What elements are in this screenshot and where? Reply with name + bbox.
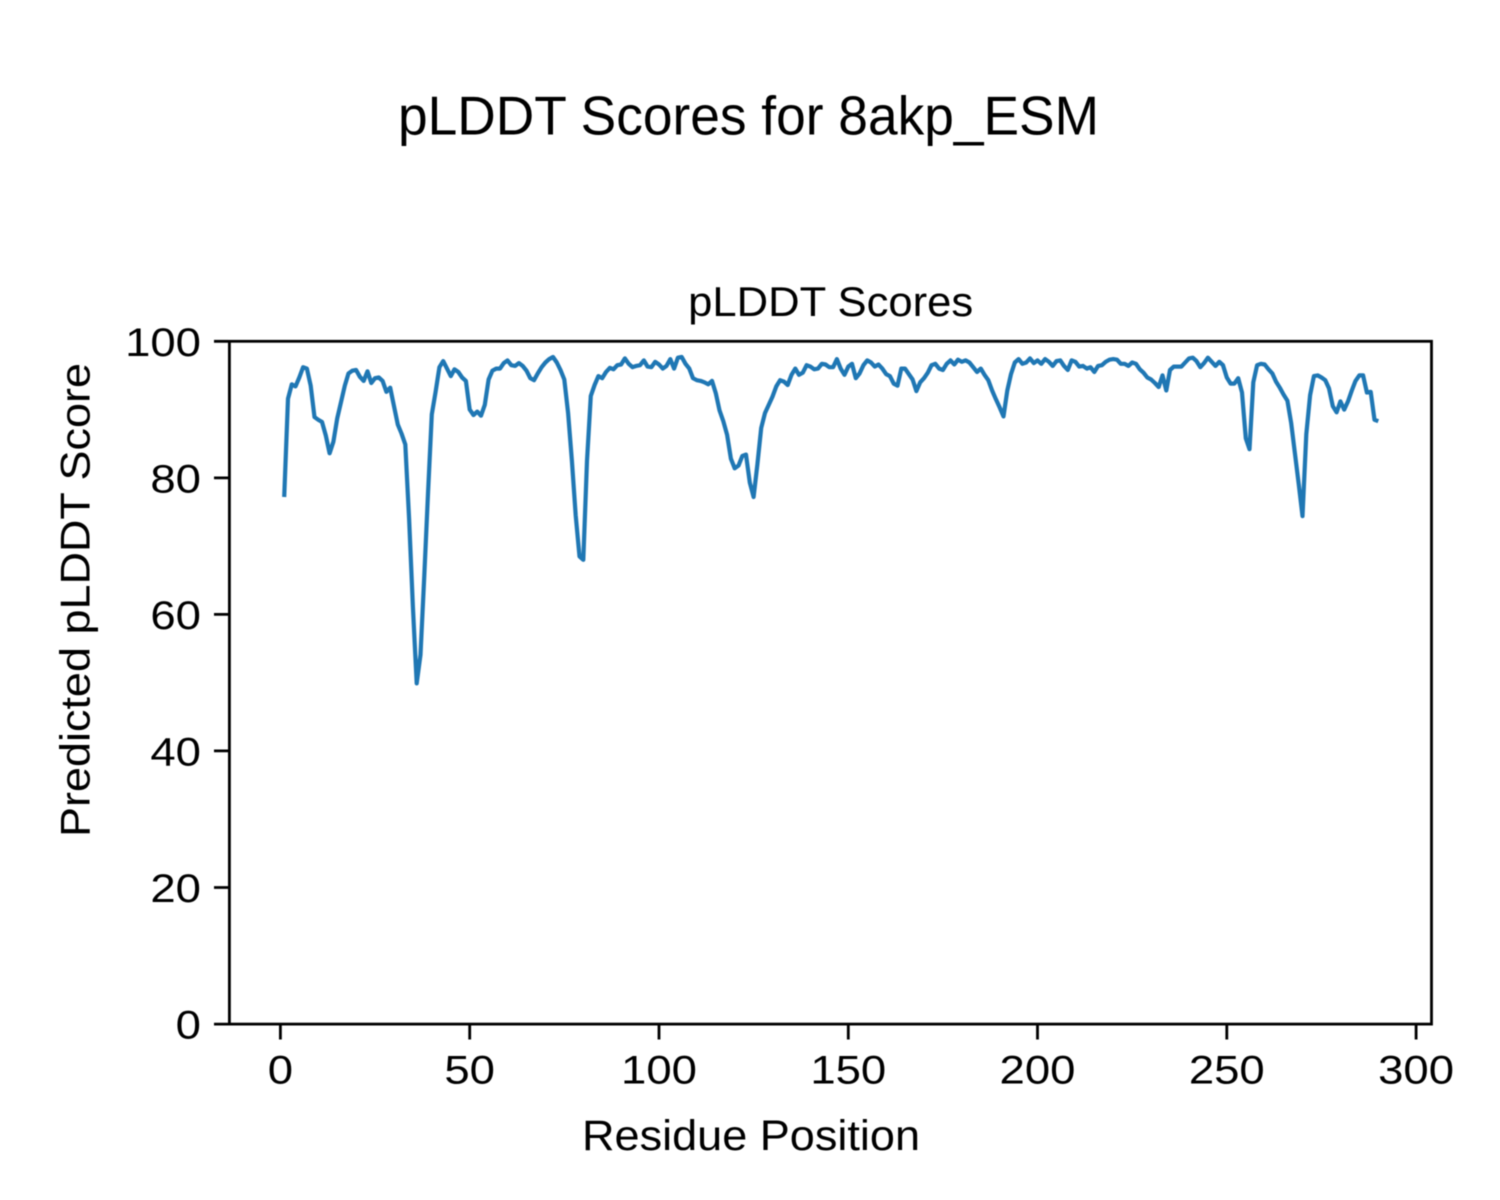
svg-text:0: 0 (268, 1048, 293, 1092)
svg-text:100: 100 (621, 1048, 697, 1092)
svg-text:Residue Position: Residue Position (582, 1112, 920, 1160)
svg-text:0: 0 (176, 1004, 201, 1048)
svg-text:100: 100 (125, 321, 201, 365)
svg-text:300: 300 (1378, 1048, 1454, 1092)
svg-text:Predicted pLDDT Score: Predicted pLDDT Score (52, 363, 99, 837)
svg-text:pLDDT Scores: pLDDT Scores (688, 278, 973, 325)
svg-text:250: 250 (1189, 1048, 1265, 1092)
svg-text:60: 60 (150, 594, 201, 638)
svg-text:20: 20 (150, 867, 201, 911)
svg-text:80: 80 (150, 458, 201, 502)
svg-text:200: 200 (1000, 1048, 1076, 1092)
svg-text:150: 150 (810, 1048, 886, 1092)
svg-text:40: 40 (150, 731, 201, 775)
svg-text:50: 50 (444, 1048, 495, 1092)
svg-text:pLDDT Scores for 8akp_ESM: pLDDT Scores for 8akp_ESM (398, 85, 1099, 147)
